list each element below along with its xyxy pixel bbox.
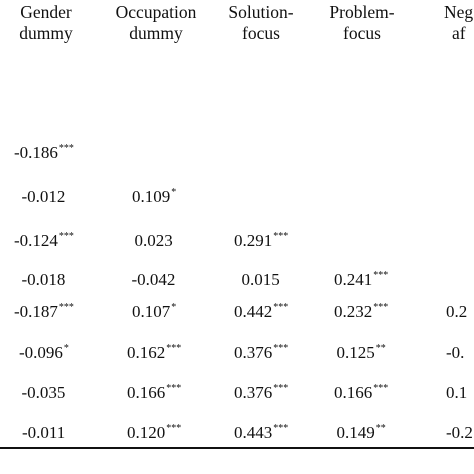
header-line: Gender [20,2,72,22]
table-cell: 0.166*** [127,379,181,403]
table-cell: 0.023 [135,227,174,251]
table-cell: 0.107* [132,298,176,322]
cell-value: 0.376 [234,383,273,402]
significance-marker: * [171,187,177,198]
cell-value: 0.376 [234,343,273,362]
header-occupation-dummy: Occupation dummy [104,2,208,44]
bottom-rule [0,447,474,449]
cell-value: 0.023 [134,231,173,250]
table-cell: -0.035 [22,379,67,403]
cell-value: 0.125 [336,343,375,362]
header-line: Solution- [228,2,294,22]
header-line: Neg [444,2,474,22]
table-cell: 0.291*** [234,227,288,251]
table-cell: -0.042 [132,266,177,290]
significance-marker: *** [166,343,182,354]
table-cell: -0.018 [22,266,67,290]
cell-value: -0.011 [22,423,66,442]
table-cell: 0.149** [337,419,386,443]
header-line: focus [242,23,280,43]
significance-marker: *** [273,231,289,242]
cell-value: -0.035 [21,383,66,402]
significance-marker: *** [273,383,289,394]
table-cell: 0.125** [337,339,386,363]
significance-marker: * [63,343,69,354]
header-solution-focus: Solution- focus [218,2,304,44]
cell-value: 0.149 [336,423,375,442]
cell-value: 0.291 [234,231,273,250]
header-line: focus [343,23,381,43]
table-cell: 0.2 [446,298,468,322]
table-cell: -0. [446,339,465,363]
cell-value: 0.232 [334,302,373,321]
table-cell: 0.232*** [334,298,388,322]
header-problem-focus: Problem- focus [320,2,404,44]
cell-value: 0.443 [234,423,273,442]
cell-value: -0.018 [21,270,66,289]
cell-value: 0.166 [127,383,166,402]
cell-value: -0.012 [21,187,66,206]
header-line: dummy [19,23,73,43]
cell-value: -0.186 [14,143,58,162]
table-cell: 0.1 [446,379,468,403]
cell-value: -0.096 [19,343,63,362]
significance-marker: *** [273,343,289,354]
cell-value: 0.442 [234,302,273,321]
cell-value: 0.241 [334,270,373,289]
significance-marker: * [171,302,177,313]
header-line: Problem- [329,2,395,22]
table-cell: -0.186*** [14,139,74,163]
significance-marker: *** [373,383,389,394]
header-negative-affect: Neg af [430,2,474,44]
table-cell: 0.376*** [234,379,288,403]
cell-value: -0.2 [446,423,473,442]
header-line: dummy [129,23,183,43]
header-line: Occupation [115,2,197,22]
significance-marker: *** [273,423,289,434]
table-cell: 0.162*** [127,339,181,363]
table-cell: 0.015 [242,266,281,290]
table-cell: -0.124*** [14,227,74,251]
cell-value: -0.042 [131,270,176,289]
table-cell: 0.376*** [234,339,288,363]
significance-marker: ** [375,343,386,354]
table-cell: 0.166*** [334,379,388,403]
table-cell: -0.187*** [14,298,74,322]
significance-marker: *** [373,270,389,281]
significance-marker: *** [58,143,74,154]
table-cell: 0.442*** [234,298,288,322]
header-line: af [452,23,466,43]
significance-marker: *** [58,231,74,242]
significance-marker: *** [166,423,182,434]
cell-value: 0.120 [127,423,166,442]
table-cell: 0.443*** [234,419,288,443]
cell-value: 0.109 [132,187,171,206]
cell-value: 0.166 [334,383,373,402]
table-cell: -0.2 [446,419,474,443]
table-cell: -0.011 [22,419,66,443]
cell-value: 0.107 [132,302,171,321]
cell-value: -0.124 [14,231,58,250]
table-cell: -0.096* [19,339,69,363]
table-cell: 0.109* [132,183,176,207]
table-cell: 0.241*** [334,266,388,290]
significance-marker: ** [375,423,386,434]
cell-value: 0.2 [446,302,468,321]
table-cell: 0.120*** [127,419,181,443]
significance-marker: *** [166,383,182,394]
significance-marker: *** [58,302,74,313]
cell-value: 0.015 [241,270,280,289]
header-gender-dummy: Gender dummy [6,2,86,44]
significance-marker: *** [273,302,289,313]
table-cell: -0.012 [22,183,67,207]
cell-value: -0.187 [14,302,58,321]
cell-value: -0. [446,343,465,362]
cell-value: 0.1 [446,383,468,402]
cell-value: 0.162 [127,343,166,362]
significance-marker: *** [373,302,389,313]
